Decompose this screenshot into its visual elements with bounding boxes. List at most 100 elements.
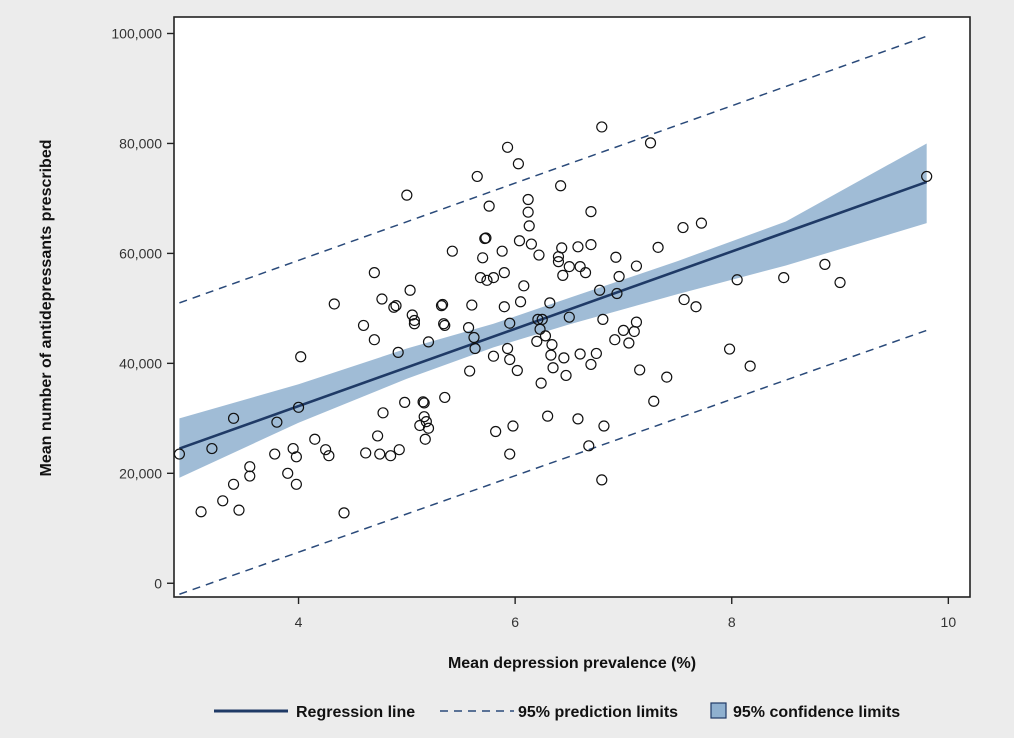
data-point xyxy=(244,470,256,482)
confidence-band xyxy=(179,143,927,478)
data-point xyxy=(630,260,643,272)
data-point xyxy=(610,251,622,263)
data-point xyxy=(490,425,502,438)
data-point xyxy=(501,141,514,153)
points-layer xyxy=(173,121,933,519)
data-point xyxy=(511,364,523,377)
data-point xyxy=(522,206,534,218)
data-point xyxy=(558,352,570,364)
data-point xyxy=(206,442,218,455)
data-point xyxy=(439,319,451,332)
data-point xyxy=(731,274,743,286)
data-point xyxy=(290,451,302,463)
legend-confidence-label: 95% confidence limits xyxy=(733,704,900,721)
data-point xyxy=(469,342,481,355)
legend-prediction-label: 95% prediction limits xyxy=(518,704,678,721)
y-tick-label: 100,000 xyxy=(111,25,162,41)
data-point xyxy=(471,170,483,183)
data-point xyxy=(408,314,421,327)
data-point xyxy=(501,342,514,355)
legend: Regression line 95% prediction limits 95… xyxy=(214,702,900,721)
data-point xyxy=(504,353,516,366)
data-point xyxy=(233,504,245,516)
data-point xyxy=(563,311,575,323)
data-point xyxy=(539,330,552,342)
data-point xyxy=(572,413,584,425)
data-point xyxy=(507,420,519,432)
regression-line xyxy=(178,180,928,450)
data-point xyxy=(556,242,568,254)
data-point xyxy=(320,444,332,456)
data-point xyxy=(357,319,370,332)
data-point xyxy=(544,297,556,309)
data-point xyxy=(487,350,500,362)
data-point xyxy=(435,300,448,312)
data-point xyxy=(531,335,543,347)
data-point xyxy=(547,362,559,374)
y-tick-label: 60,000 xyxy=(119,245,162,261)
data-point xyxy=(338,507,350,519)
data-point xyxy=(436,298,449,311)
data-point xyxy=(572,241,584,253)
confidence-band-layer xyxy=(179,143,927,478)
axes-layer: 4 6 8 10 0 20,000 40,000 60,000 80,000 100,000 xyxy=(111,25,956,630)
data-point xyxy=(419,433,431,445)
data-point xyxy=(512,158,524,170)
data-point xyxy=(418,397,430,409)
data-point xyxy=(617,324,630,336)
data-point xyxy=(468,331,480,344)
data-point xyxy=(555,180,567,192)
x-tick-label: 8 xyxy=(728,614,736,630)
x-tick-label: 6 xyxy=(511,614,519,630)
data-point xyxy=(523,220,535,232)
data-point xyxy=(546,339,558,351)
data-point xyxy=(498,301,510,313)
data-point xyxy=(290,478,302,490)
data-point xyxy=(634,364,646,376)
data-point xyxy=(819,258,831,270)
data-point xyxy=(552,256,565,268)
data-point xyxy=(399,396,411,408)
data-point xyxy=(590,347,602,360)
data-point xyxy=(574,348,586,360)
data-point xyxy=(173,448,186,460)
data-point xyxy=(598,420,610,432)
data-point xyxy=(522,193,534,206)
data-point xyxy=(535,377,547,389)
data-point xyxy=(504,448,516,460)
data-point xyxy=(695,217,708,229)
data-point xyxy=(596,121,608,133)
data-point xyxy=(295,351,307,363)
data-point xyxy=(514,296,527,308)
data-point xyxy=(557,269,569,281)
data-point xyxy=(513,235,526,247)
data-point xyxy=(623,337,635,349)
data-point xyxy=(227,478,240,490)
data-point xyxy=(404,284,416,296)
data-point xyxy=(613,270,625,283)
data-point xyxy=(474,271,487,284)
data-point xyxy=(439,391,451,404)
data-point xyxy=(834,276,846,289)
data-point xyxy=(374,448,386,460)
data-point xyxy=(328,298,340,310)
data-point xyxy=(417,396,429,408)
data-point xyxy=(611,287,623,300)
data-point xyxy=(392,346,404,358)
data-point xyxy=(368,334,380,346)
data-point xyxy=(533,249,545,261)
data-point xyxy=(585,206,597,218)
data-point xyxy=(542,410,554,422)
data-point xyxy=(393,444,405,456)
data-point xyxy=(648,395,660,407)
data-point xyxy=(227,412,240,424)
data-point xyxy=(446,245,458,257)
data-point xyxy=(269,448,281,460)
data-point xyxy=(678,293,690,306)
data-point xyxy=(596,474,608,486)
data-point xyxy=(525,238,537,250)
data-point xyxy=(585,358,597,371)
data-point xyxy=(661,371,673,383)
data-point xyxy=(464,365,476,377)
y-tick-label: 0 xyxy=(154,575,162,591)
